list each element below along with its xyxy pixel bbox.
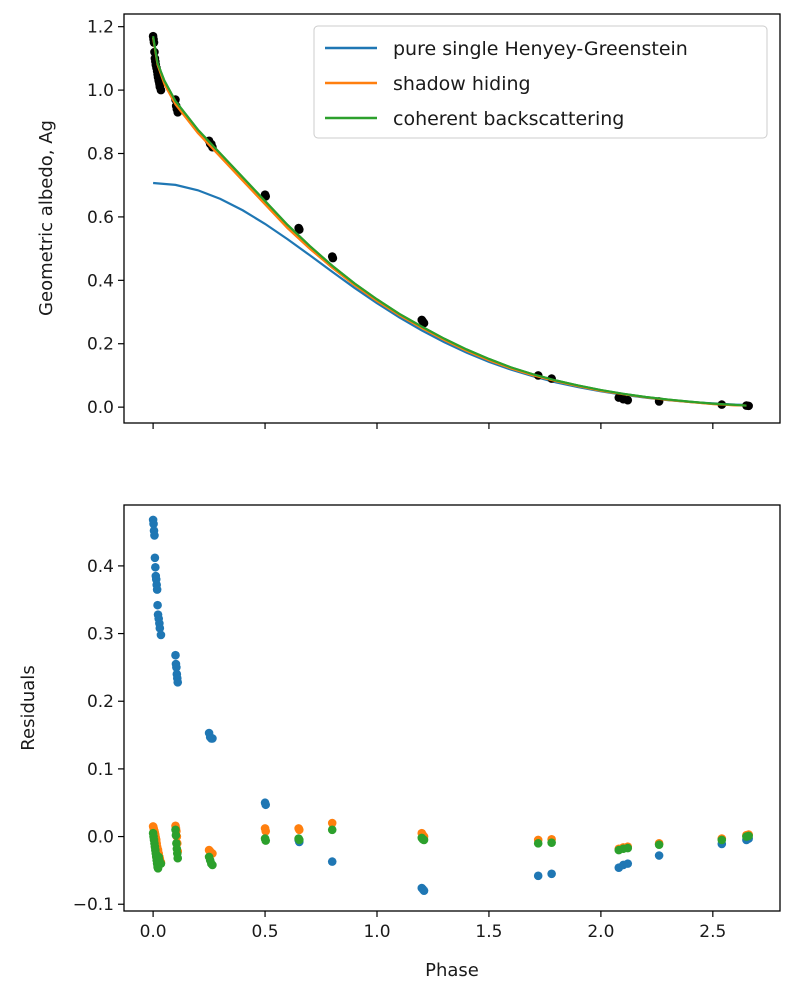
observation-point xyxy=(156,85,166,95)
bottom-x-tick-label: 1.5 xyxy=(475,922,502,942)
bottom-y-tick-label: 0.2 xyxy=(87,692,114,712)
top-y-tick-label: 0.2 xyxy=(87,335,114,355)
residual-point-0 xyxy=(171,650,180,660)
top-y-tick-label: 0.6 xyxy=(87,208,114,228)
legend-label-1: shadow hiding xyxy=(393,73,531,95)
observation-point xyxy=(295,225,304,234)
residual-point-1 xyxy=(261,826,271,836)
residual-point-2 xyxy=(156,859,166,868)
residual-point-0 xyxy=(208,734,217,743)
series-line-0 xyxy=(153,181,747,407)
top-axes-frame xyxy=(123,13,781,424)
top-y-tick-label: 0.8 xyxy=(87,145,114,165)
residual-point-1 xyxy=(295,825,304,835)
residual-point-0 xyxy=(172,663,181,672)
bottom-panel: 0.0 0.5 1.0 1.5 2.0 2.5 −0.1 0.0 0.1 0.2 0.3 0.4 Re… xyxy=(18,504,781,981)
residual-point-0 xyxy=(533,871,543,881)
residual-point-2 xyxy=(295,835,304,845)
residual-point-2 xyxy=(171,830,181,840)
bottom-y-tick-label: 0.3 xyxy=(87,625,114,645)
bottom-y-tick-label: 0.0 xyxy=(87,828,114,848)
residual-point-0 xyxy=(153,600,162,610)
residual-point-2 xyxy=(327,825,337,835)
bottom-x-tick-label: 0.0 xyxy=(140,922,167,942)
residual-point-2 xyxy=(547,838,556,847)
residual-point-2 xyxy=(623,843,633,853)
residual-point-0 xyxy=(261,800,271,810)
residual-point-2 xyxy=(533,839,543,848)
observation-point xyxy=(744,401,753,411)
legend: pure single Henyey-Greenstein shadow hidi… xyxy=(313,25,768,139)
residual-point-0 xyxy=(654,851,664,860)
bottom-x-tick-label: 2.0 xyxy=(587,922,614,942)
residual-point-2 xyxy=(419,835,429,845)
bottom-axes-frame xyxy=(123,504,781,912)
observation-point xyxy=(419,318,429,328)
residual-point-0 xyxy=(623,859,633,868)
residual-point-1 xyxy=(327,818,337,828)
residual-point-0 xyxy=(151,562,160,572)
bottom-x-tick-label: 2.5 xyxy=(699,922,726,942)
top-y-axis-label: Geometric albedo, Ag xyxy=(36,120,57,316)
residual-point-2 xyxy=(208,860,217,870)
top-panel: 0.0 0.2 0.4 0.6 0.8 1.0 1.2 Geometric albedo, … xyxy=(36,13,781,429)
bottom-y-tick-label: 0.4 xyxy=(87,557,114,577)
legend-frame xyxy=(313,25,768,139)
series-line-overlay-2 xyxy=(152,36,747,407)
residual-point-0 xyxy=(173,677,183,687)
residual-point-0 xyxy=(150,531,159,540)
residual-point-2 xyxy=(261,836,271,845)
residual-point-0 xyxy=(152,585,162,594)
observation-point xyxy=(328,253,338,263)
observation-point xyxy=(623,395,633,405)
residual-point-0 xyxy=(156,630,166,640)
residual-point-0 xyxy=(419,886,429,895)
legend-label-0: pure single Henyey-Greenstein xyxy=(393,38,688,60)
residual-point-2 xyxy=(654,840,664,849)
residual-point-0 xyxy=(327,857,337,866)
residual-point-2 xyxy=(173,853,183,863)
residual-point-0 xyxy=(149,519,158,529)
residual-point-2 xyxy=(717,835,727,845)
top-y-tick-label: 0.0 xyxy=(87,398,114,418)
residual-point-0 xyxy=(155,623,165,633)
bottom-x-tick-label: 1.0 xyxy=(363,922,390,942)
x-axis-label: Phase xyxy=(425,960,479,981)
legend-label-2: coherent backscattering xyxy=(393,108,624,130)
residual-point-2 xyxy=(744,831,753,841)
residual-point-0 xyxy=(150,553,160,563)
bottom-y-tick-label: 0.1 xyxy=(87,760,114,780)
top-y-tick-label: 1.2 xyxy=(87,18,114,38)
residual-point-0 xyxy=(547,869,556,879)
top-y-tick-label: 0.4 xyxy=(87,271,114,291)
bottom-y-tick-label: −0.1 xyxy=(73,895,114,915)
top-y-tick-label: 1.0 xyxy=(87,81,114,101)
bottom-y-axis-label: Residuals xyxy=(18,665,39,750)
bottom-x-tick-label: 0.5 xyxy=(252,922,279,942)
